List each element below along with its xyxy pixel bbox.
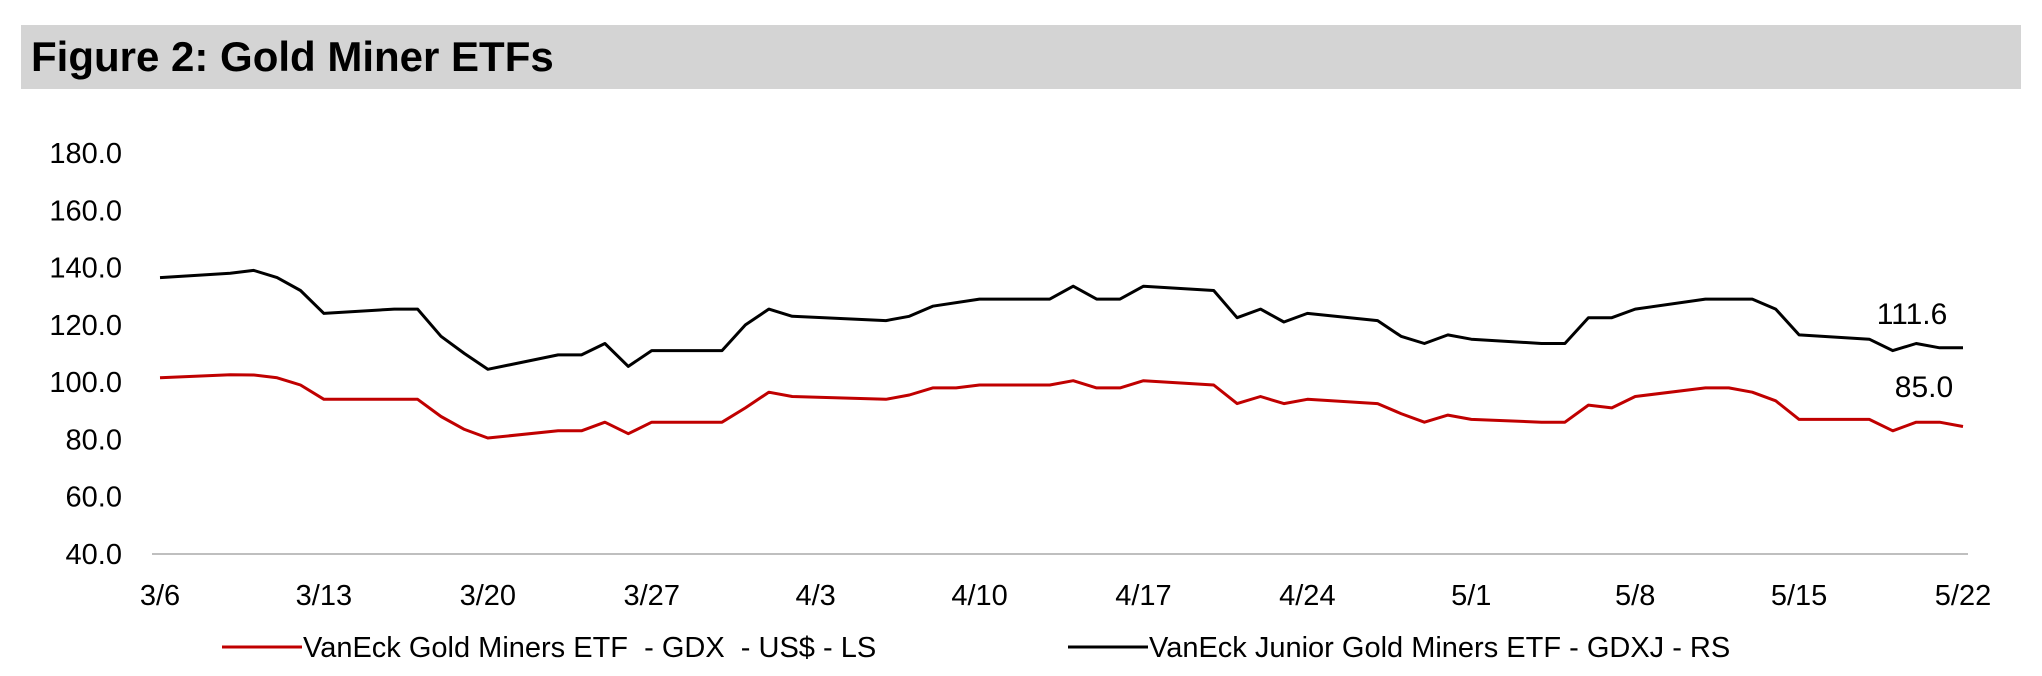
x-tick-label: 3/20 (460, 580, 516, 612)
chart-title: Figure 2: Gold Miner ETFs (31, 33, 554, 80)
y-tick-label: 120.0 (49, 310, 122, 342)
y-tick-label: 60.0 (66, 482, 122, 514)
x-tick-label: 4/3 (795, 580, 835, 612)
x-tick-label: 5/1 (1451, 580, 1491, 612)
y-tick-label: 160.0 (49, 195, 122, 227)
end-value-label-1: 111.6 (1877, 298, 1948, 331)
x-tick-label: 3/27 (624, 580, 680, 612)
x-tick-label: 5/22 (1935, 580, 1991, 612)
x-tick-label: 4/17 (1115, 580, 1171, 612)
y-axis: 180.0 160.0 140.0 120.0 100.0 80.0 60.0 40.0 (49, 138, 122, 571)
x-tick-label: 4/24 (1279, 580, 1335, 612)
y-tick-label: 100.0 (49, 367, 122, 399)
y-tick-label: 80.0 (66, 424, 122, 456)
legend: VanEck Gold Miners ETF - GDX - US$ - LS V… (222, 632, 1730, 664)
series-line-1 (159, 268, 1963, 371)
end-labels: 85.0 111.6 (1877, 298, 1954, 404)
x-tick-label: 4/10 (951, 580, 1007, 612)
legend-label-0: VanEck Gold Miners ETF - GDX - US$ - LS (303, 632, 876, 664)
end-value-label-0: 85.0 (1895, 371, 1953, 404)
legend-label-1: VanEck Junior Gold Miners ETF - GDXJ - R… (1149, 632, 1730, 664)
x-tick-label: 3/6 (140, 580, 180, 612)
x-tick-label: 3/13 (296, 580, 352, 612)
title-bar: Figure 2: Gold Miner ETFs (21, 25, 2021, 89)
series-line-0 (159, 373, 1964, 440)
series-layer (159, 268, 1964, 440)
y-tick-label: 40.0 (66, 539, 122, 571)
y-tick-label: 180.0 (49, 138, 122, 170)
x-tick-label: 5/15 (1771, 580, 1827, 612)
x-tick-label: 5/8 (1615, 580, 1655, 612)
y-tick-label: 140.0 (49, 253, 122, 285)
x-axis: 3/6 3/13 3/20 3/27 4/3 4/10 4/17 4/24 5/1 5/8 5/15… (140, 553, 1991, 612)
